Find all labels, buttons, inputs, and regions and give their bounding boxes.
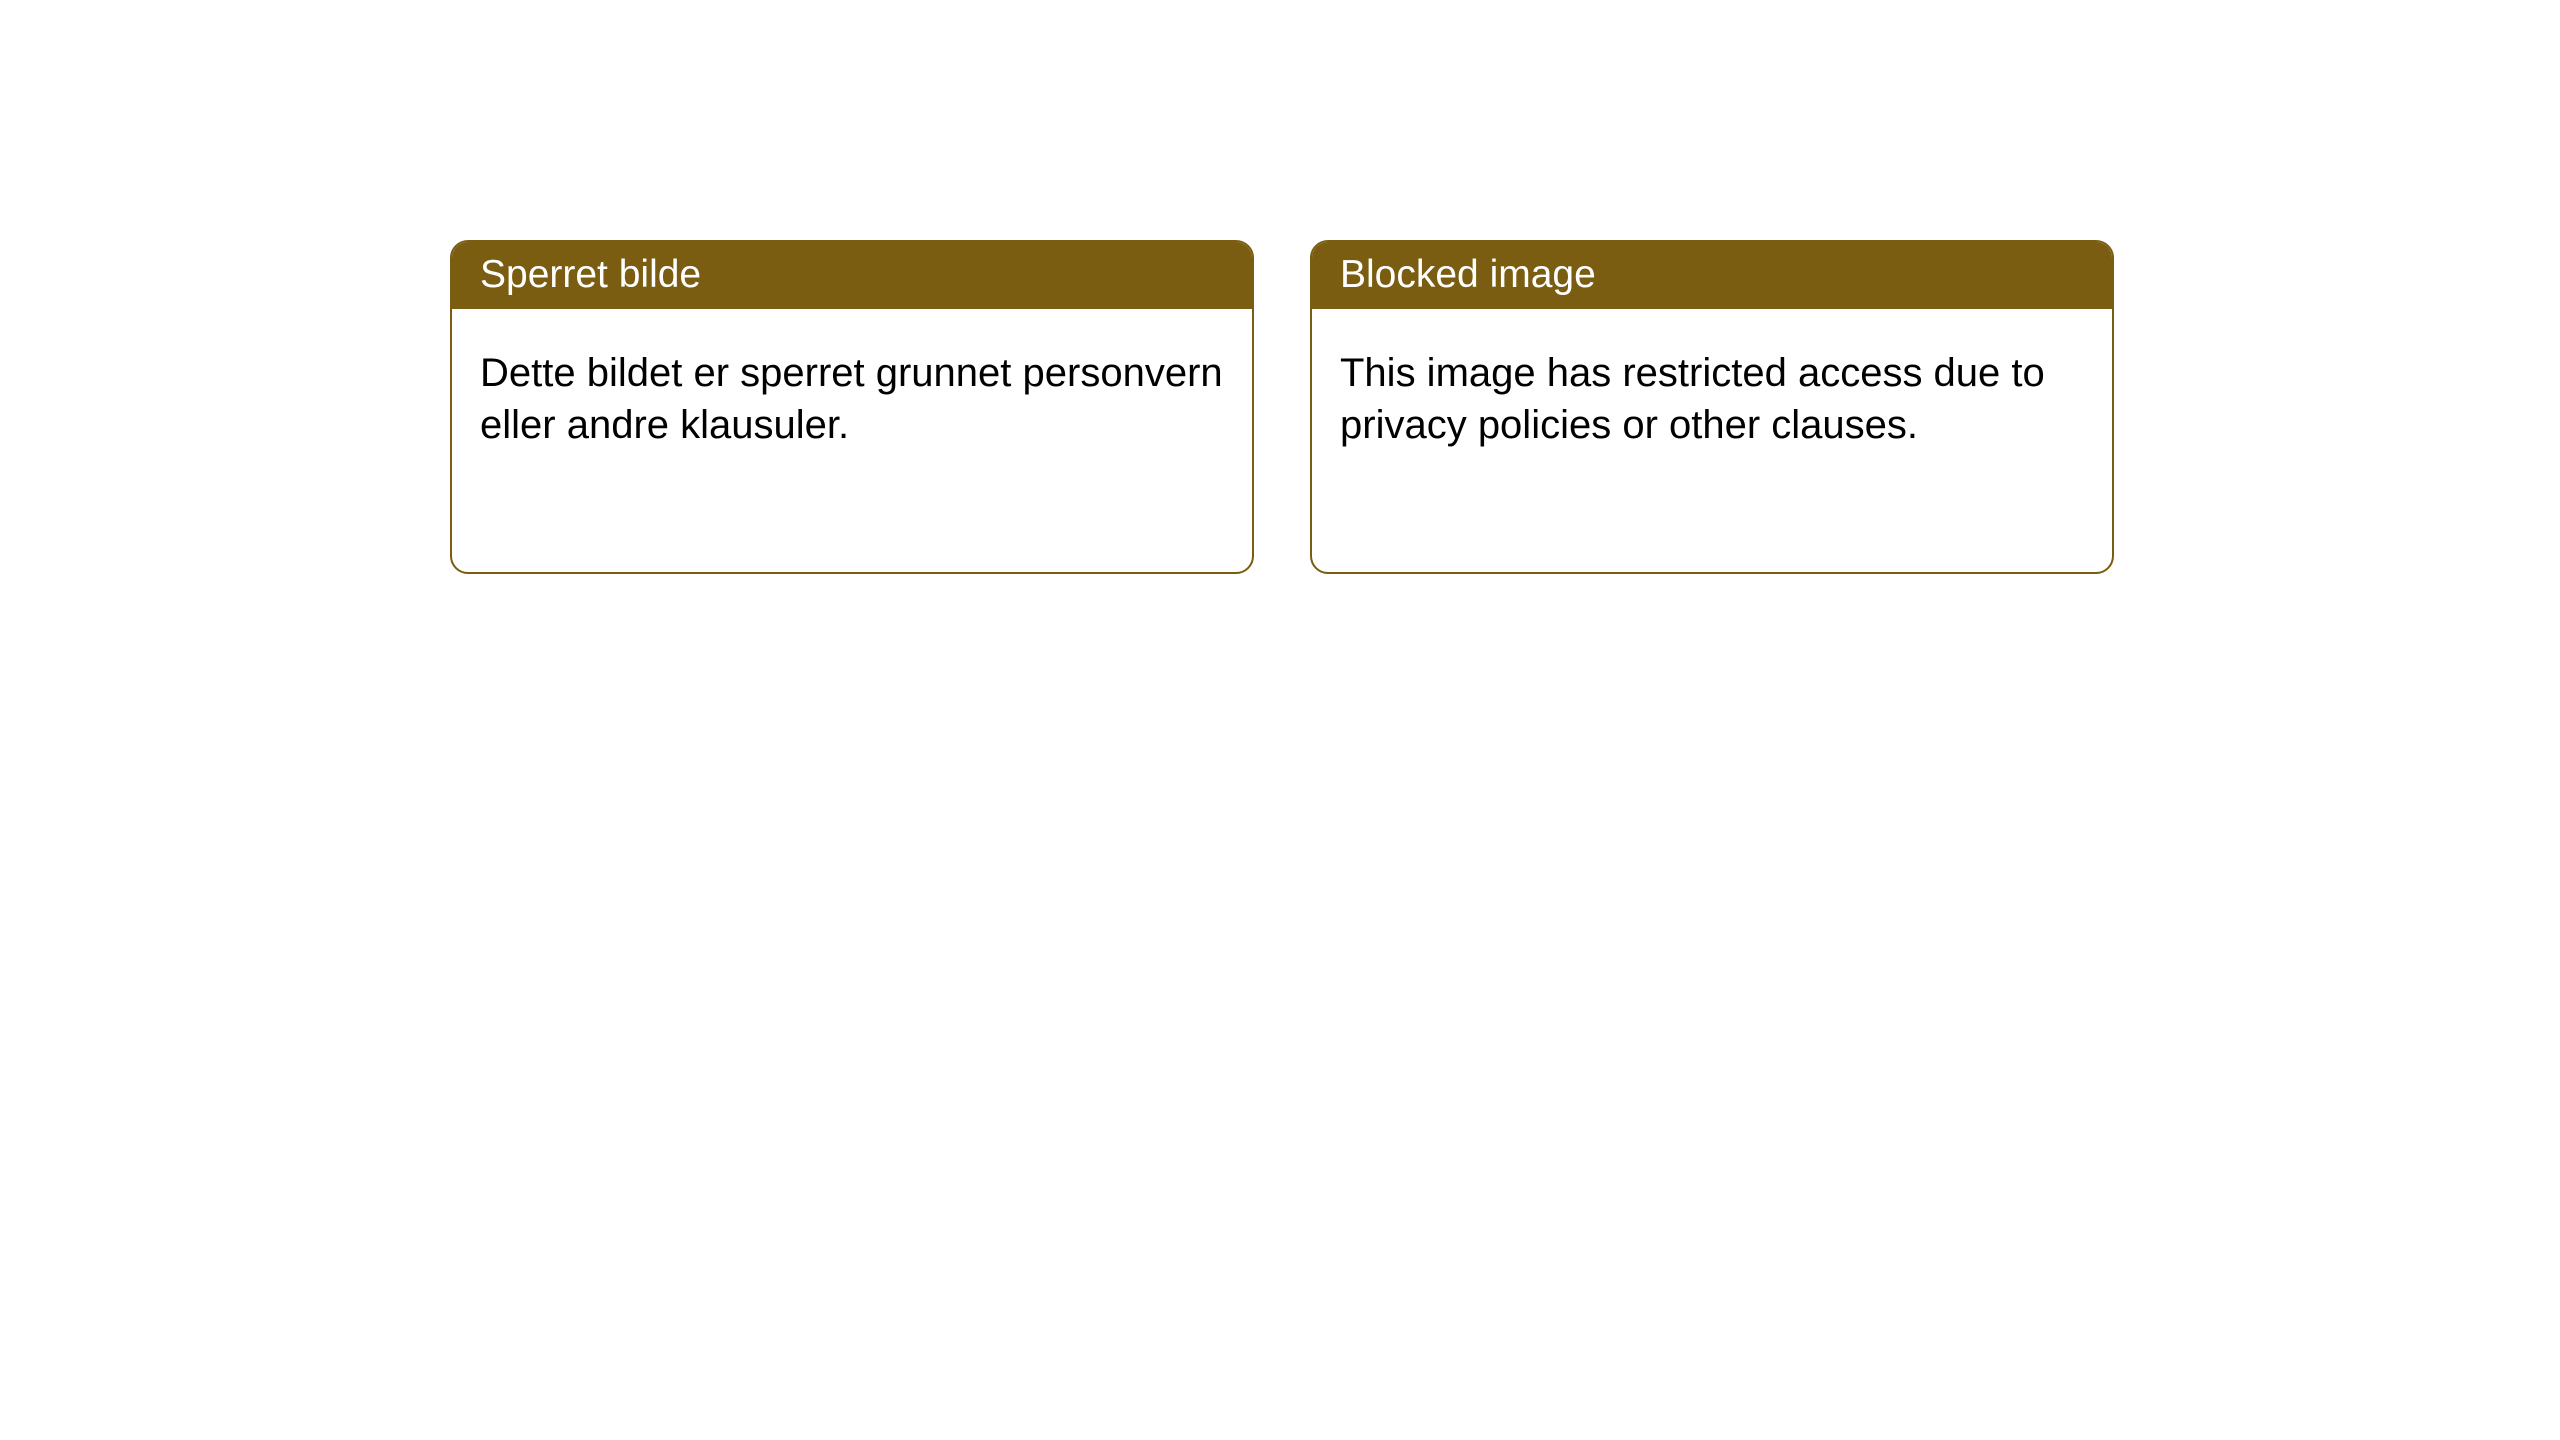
card-header-text: Blocked image xyxy=(1340,253,1596,296)
notice-card-norwegian: Sperret bilde Dette bildet er sperret gr… xyxy=(450,240,1254,574)
card-header: Sperret bilde xyxy=(452,242,1252,309)
notice-container: Sperret bilde Dette bildet er sperret gr… xyxy=(0,0,2560,574)
card-header: Blocked image xyxy=(1312,242,2112,309)
card-body-text: Dette bildet er sperret grunnet personve… xyxy=(480,351,1223,447)
card-body: This image has restricted access due to … xyxy=(1312,309,2112,489)
card-body: Dette bildet er sperret grunnet personve… xyxy=(452,309,1252,489)
card-body-text: This image has restricted access due to … xyxy=(1340,351,2045,447)
notice-card-english: Blocked image This image has restricted … xyxy=(1310,240,2114,574)
card-header-text: Sperret bilde xyxy=(480,253,701,296)
